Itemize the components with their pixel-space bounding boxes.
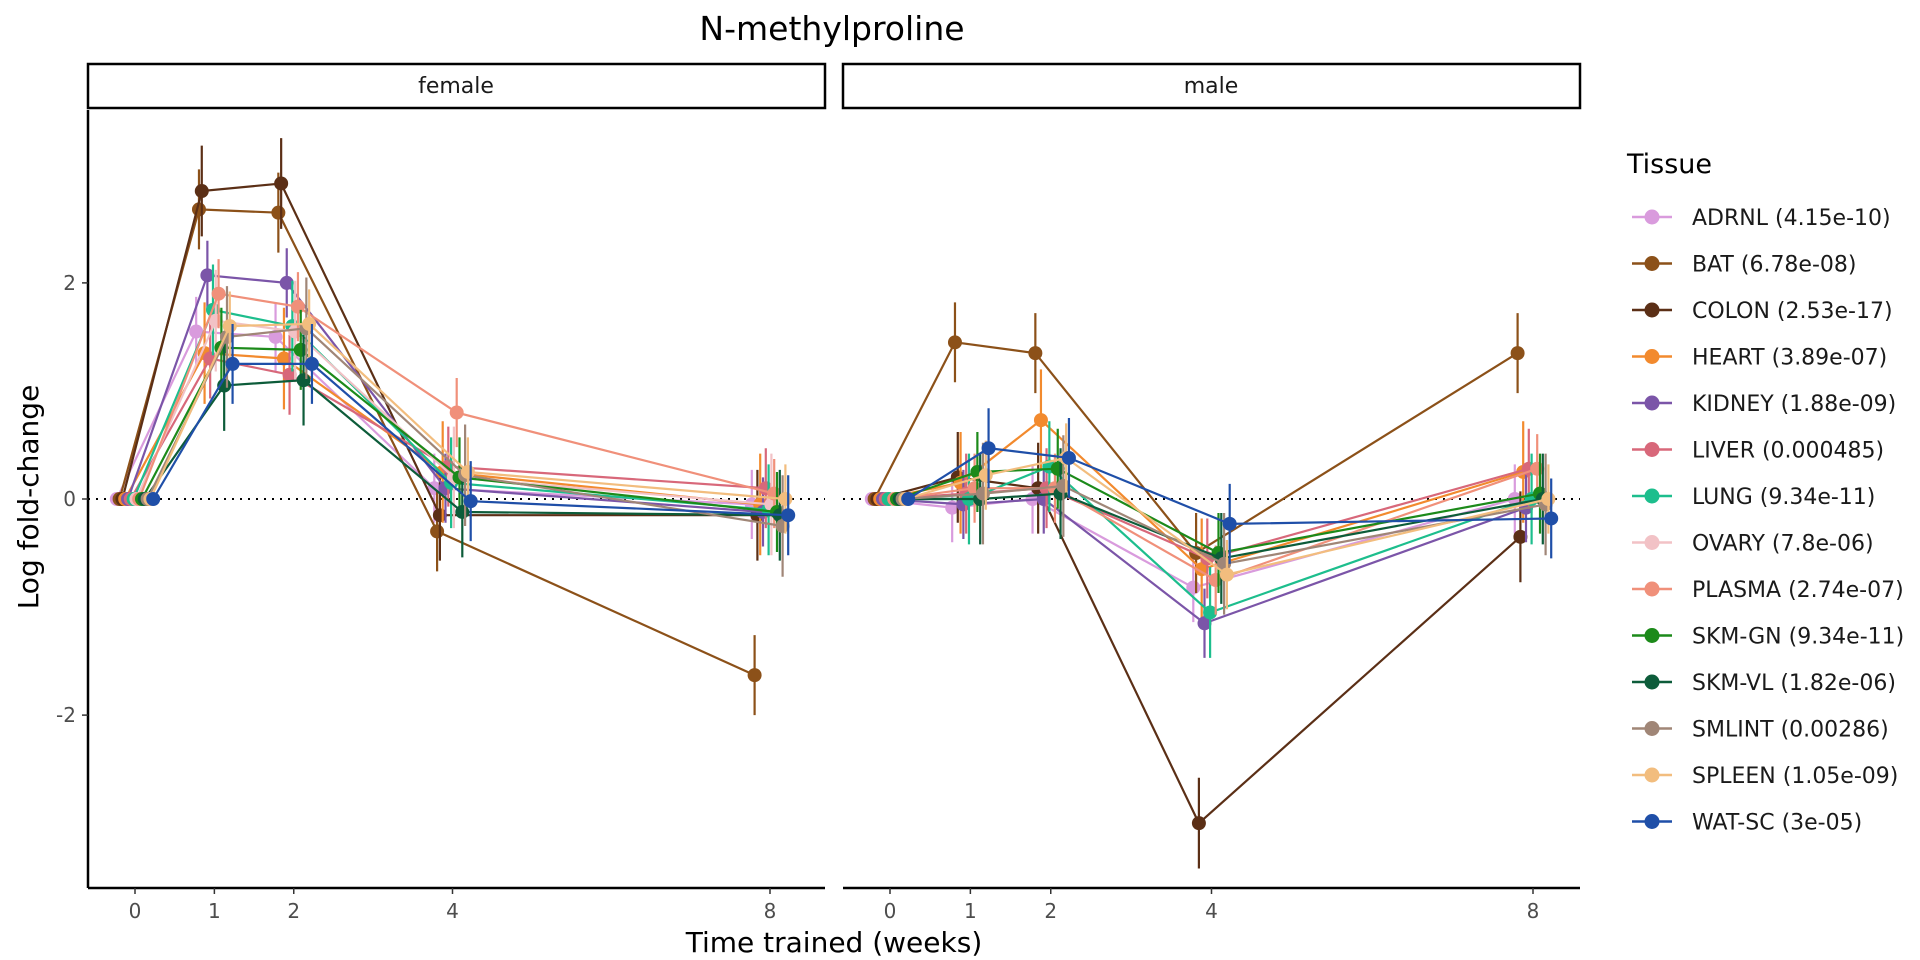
data-point <box>290 299 305 314</box>
data-point <box>1203 605 1218 620</box>
legend-label: LIVER (0.000485) <box>1692 439 1884 464</box>
legend-key-point <box>1644 814 1660 829</box>
data-point <box>781 508 796 523</box>
data-point <box>1541 492 1556 506</box>
legend-key-point <box>1644 628 1660 643</box>
data-point <box>296 373 311 388</box>
x-tick-label: 0 <box>884 899 897 923</box>
legend-title: Tissue <box>1626 149 1712 180</box>
data-point <box>211 286 226 301</box>
x-tick-label: 1 <box>208 899 221 923</box>
data-point <box>1510 346 1525 361</box>
data-point <box>975 486 990 501</box>
data-point <box>463 494 478 509</box>
legend-key-point <box>1644 674 1660 690</box>
legend-key-point <box>1644 442 1660 457</box>
x-tick-label: 8 <box>764 899 777 923</box>
y-tick-label: 2 <box>63 271 76 295</box>
legend-key-point <box>1644 209 1660 225</box>
data-point <box>194 184 209 199</box>
legend-key-point <box>1644 302 1660 318</box>
data-point <box>189 324 204 339</box>
legend-key-point <box>1644 581 1660 597</box>
chart-title: N-methylproline <box>699 9 964 48</box>
data-point <box>901 492 916 506</box>
legend-label: WAT-SC (3e-05) <box>1692 811 1862 836</box>
legend-label: OVARY (7.8e-06) <box>1692 532 1874 557</box>
x-tick-label: 2 <box>287 899 300 923</box>
data-point <box>747 668 762 683</box>
strip-label-male: male <box>1184 74 1239 99</box>
data-point <box>268 329 283 344</box>
x-axis-title: Time trained (weeks) <box>685 926 983 959</box>
data-point <box>981 441 996 456</box>
legend-key-point <box>1644 256 1660 271</box>
legend-key-point <box>1644 535 1660 550</box>
data-point <box>200 268 215 283</box>
data-point <box>1544 511 1559 526</box>
data-point <box>225 356 240 371</box>
legend-key-point <box>1644 395 1660 411</box>
legend-label: SPLEEN (1.05e-09) <box>1692 764 1898 789</box>
legend-key-point <box>1644 488 1660 504</box>
legend-label: ADRNL (4.15e-10) <box>1692 206 1891 231</box>
data-point <box>978 468 993 483</box>
strip-label-female: female <box>418 74 494 99</box>
data-point <box>271 205 286 220</box>
x-tick-label: 1 <box>964 899 977 923</box>
panel-female: female -2 0 2 0 1 2 4 8 <box>56 62 827 923</box>
data-point <box>430 524 445 539</box>
data-point <box>222 319 237 334</box>
legend-label: SKM-GN (9.34e-11) <box>1692 625 1904 650</box>
legend-label: HEART (3.89e-07) <box>1692 346 1887 371</box>
y-tick-label: 0 <box>63 487 76 511</box>
strip-female <box>86 62 827 110</box>
data-point <box>304 356 319 371</box>
y-axis-title: Log fold-change <box>12 385 45 610</box>
data-point <box>279 275 294 290</box>
data-point <box>1222 516 1237 531</box>
data-point <box>276 351 291 366</box>
legend-label: LUNG (9.34e-11) <box>1692 485 1875 510</box>
x-tick-label: 4 <box>446 899 459 923</box>
data-point <box>778 492 793 506</box>
data-point <box>1513 529 1528 544</box>
legend-label: SMLINT (0.00286) <box>1692 718 1889 743</box>
data-point <box>460 464 475 479</box>
x-tick-label: 0 <box>129 899 142 923</box>
data-point <box>1033 413 1048 428</box>
data-point <box>947 335 962 350</box>
legend-label: BAT (6.78e-08) <box>1692 253 1856 278</box>
legend: Tissue ADRNL (4.15e-10) BAT (6.78e-08) COL… <box>1626 149 1904 836</box>
data-point <box>1028 346 1043 361</box>
data-point <box>1197 616 1212 631</box>
x-tick-label: 4 <box>1205 899 1218 923</box>
data-point <box>1219 567 1234 582</box>
legend-label: KIDNEY (1.88e-09) <box>1692 392 1896 417</box>
legend-label: COLON (2.53e-17) <box>1692 299 1893 324</box>
data-point <box>146 492 161 506</box>
legend-key-point <box>1644 721 1660 736</box>
legend-key-point <box>1644 767 1660 783</box>
data-point <box>302 316 317 331</box>
legend-key-point <box>1644 349 1660 364</box>
panel-male: male 0 1 2 4 8 <box>841 62 1582 923</box>
data-point <box>1061 450 1076 465</box>
y-tick-label: -2 <box>56 703 76 727</box>
x-tick-label: 8 <box>1527 899 1540 923</box>
legend-label: SKM-VL (1.82e-06) <box>1692 671 1896 696</box>
strip-male <box>841 62 1582 110</box>
legend-label: PLASMA (2.74e-07) <box>1692 578 1904 603</box>
x-tick-label: 2 <box>1044 899 1057 923</box>
data-point <box>449 405 464 420</box>
data-point <box>274 176 289 191</box>
data-point <box>1191 816 1206 831</box>
